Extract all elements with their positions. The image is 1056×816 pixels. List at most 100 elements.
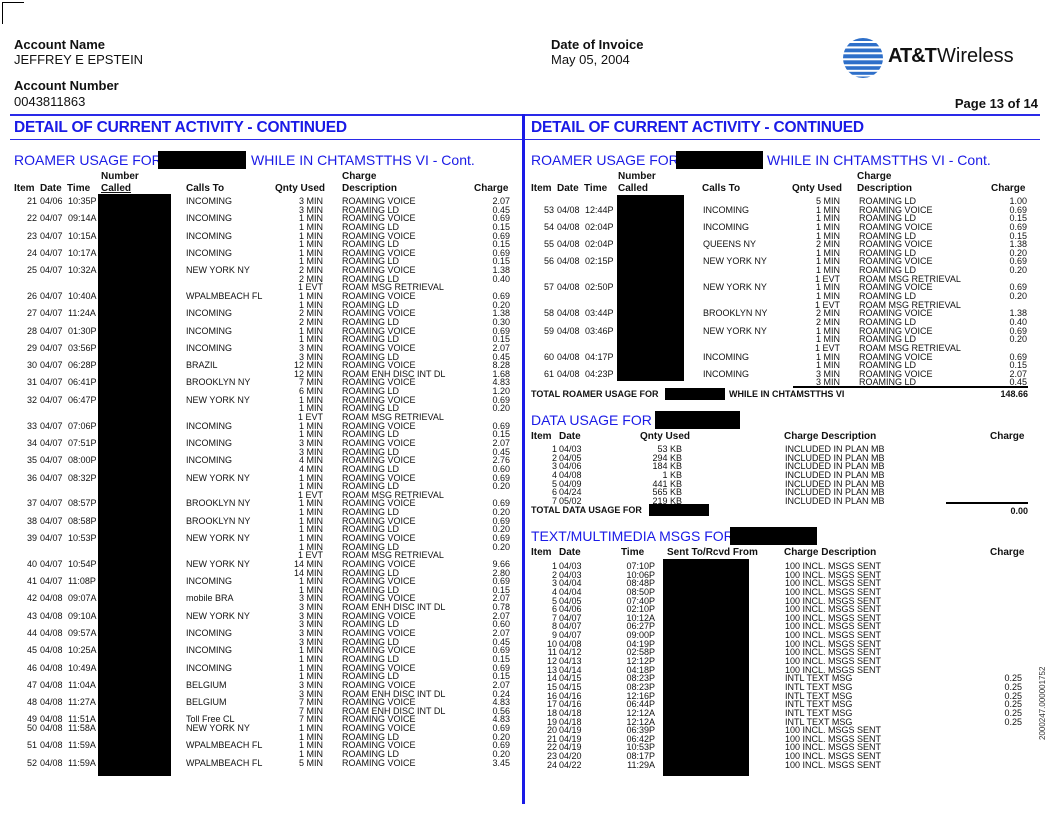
message-date: 04/16 <box>559 699 582 710</box>
att-globe-icon <box>843 38 883 78</box>
charge-description: ROAMING VOICE <box>342 628 416 639</box>
total-rule <box>946 502 1028 504</box>
charge-description: ROAMING VOICE <box>342 740 416 751</box>
item-number: 46 <box>26 662 37 673</box>
message-date: 04/19 <box>559 742 582 753</box>
table-row: 51 04/08 11:59A WPALMBEACH FL 1 MIN ROAMING V… <box>0 741 520 750</box>
charge-description: 100 INCL. MSGS SENT <box>785 656 882 667</box>
calls-to: WPALMBEACH FL <box>186 740 263 751</box>
redaction-box <box>730 527 817 545</box>
item-number: 41 <box>26 576 37 587</box>
quantity-used: 1 EVT <box>814 273 840 284</box>
call-date: 04/07 <box>40 472 63 483</box>
call-date: 04/06 <box>40 196 63 206</box>
table-row: 12 MIN ROAM ENH DISC INT DL 1.68 <box>0 369 520 379</box>
item-number: 57 <box>543 282 554 293</box>
charge-description: ROAMING VOICE <box>342 437 416 448</box>
col-qty: Qnty Used <box>792 183 843 194</box>
charge-amount: 0.45 <box>492 204 510 215</box>
charge-description: INCLUDED IN PLAN MB <box>785 495 885 506</box>
charge-description: 100 INCL. MSGS SENT <box>785 621 882 632</box>
call-date: 04/07 <box>40 265 63 276</box>
message-date: 04/15 <box>559 673 582 684</box>
col-number-bottom: Called <box>618 183 649 194</box>
charge-description: ROAMING LD <box>859 213 917 224</box>
table-row: 1 MIN ROAMING LD 0.20 <box>0 541 520 552</box>
quantity-used: 1 MIN <box>298 221 323 232</box>
col-charge: Charge <box>474 183 509 194</box>
call-time: 11:51A <box>68 714 96 725</box>
table-row: 1 MIN ROAMING LD 0.15 <box>0 586 520 595</box>
charge-description: INCLUDED IN PLAN MB <box>785 461 885 472</box>
table-row: 1 EVT ROAM MSG RETRIEVAL <box>517 344 1037 353</box>
charge-amount: 0.15 <box>1009 360 1027 371</box>
quantity-used: 1 MIN <box>298 256 323 267</box>
quantity-used: 1 MIN <box>815 213 840 224</box>
charge-amount: 1.38 <box>492 308 510 319</box>
table-row: 1 EVT ROAM MSG RETRIEVAL <box>0 551 520 560</box>
charge-description: ROAMING LD <box>342 403 400 414</box>
charge-amount: 2.07 <box>492 437 510 448</box>
charge-amount: 2.80 <box>492 567 510 578</box>
charge-description: ROAMING LD <box>342 541 400 552</box>
item-number: 40 <box>26 558 37 569</box>
crop-mark <box>2 2 24 24</box>
calls-to: NEW YORK NY <box>186 532 250 543</box>
quantity-used: 3 MIN <box>298 351 323 362</box>
account-name: JEFFREY E EPSTEIN <box>14 52 144 67</box>
charge-description: ROAMING LD <box>342 256 400 267</box>
message-date: 04/12 <box>559 647 582 658</box>
message-date: 04/20 <box>559 751 582 762</box>
charge-description: ROAMING VOICE <box>342 679 416 690</box>
calls-to: INCOMING <box>186 645 232 656</box>
table-row: 2 MIN ROAMING LD 0.30 <box>0 318 520 327</box>
charge-description: ROAMING VOICE <box>342 420 416 431</box>
call-time: 06:28P <box>68 360 97 371</box>
col-item: Item <box>531 547 552 558</box>
charge-amount: 0.69 <box>492 230 510 241</box>
charge-amount: 0.20 <box>1009 291 1027 302</box>
call-time: 03:44P <box>585 308 614 319</box>
charge-description: ROAMING VOICE <box>342 394 416 405</box>
quantity-used: 3 MIN <box>298 619 323 630</box>
charge-amount: 0.15 <box>1009 213 1027 224</box>
item-number: 50 <box>26 723 37 734</box>
quantity-used: 3 MIN <box>298 679 323 690</box>
charge-description: INTL TEXT MSG <box>785 690 853 701</box>
roamer-table-left: 21 04/06 10:35P INCOMING 3 MIN ROAMING VOICE 2… <box>0 197 520 767</box>
charge-description: ROAMING VOICE <box>859 221 933 232</box>
charge-description: ROAMING LD <box>342 507 400 518</box>
calls-to: NEW YORK NY <box>186 723 250 734</box>
item-number: 28 <box>26 325 37 336</box>
charge-amount: 0.20 <box>492 403 510 414</box>
call-time: 08:32P <box>68 472 97 483</box>
quantity-used: 7 MIN <box>298 714 323 725</box>
item-number: 47 <box>26 679 37 690</box>
call-time: 10:49A <box>68 662 97 673</box>
redaction-box <box>158 151 246 169</box>
item-number: 29 <box>26 342 37 353</box>
item-number: 21 <box>26 196 37 206</box>
col-charge: Charge <box>991 183 1026 194</box>
call-date: 04/08 <box>40 662 63 673</box>
message-date: 04/08 <box>559 638 582 649</box>
quantity-used: 1 EVT <box>297 550 323 561</box>
charge-description: ROAMING VOICE <box>342 213 416 224</box>
table-row: 43 04/08 09:10A NEW YORK NY 3 MIN ROAMING VOI… <box>0 611 520 621</box>
table-row: 1 MIN ROAMING LD 0.20 <box>0 750 520 759</box>
col-date: Date <box>559 547 581 558</box>
col-date: Date <box>557 183 579 194</box>
message-date: 04/19 <box>559 725 582 736</box>
call-time: 03:46P <box>585 325 614 336</box>
charge-description: ROAM MSG RETRIEVAL <box>342 550 444 561</box>
charge-description: ROAMING LD <box>342 584 400 595</box>
quantity-used: 1 MIN <box>298 731 323 742</box>
quantity-used: 1 MIN <box>298 403 323 414</box>
call-time: 11:27A <box>68 697 96 708</box>
calls-to: NEW YORK NY <box>703 325 767 336</box>
call-time: 06:47P <box>68 394 97 405</box>
quantity-used: 1 MIN <box>298 239 323 250</box>
table-row: 3 MIN ROAM ENH DISC INT DL 0.24 <box>0 689 520 699</box>
item-number: 52 <box>26 757 37 768</box>
table-row: 1 MIN ROAMING LD 0.15 <box>0 430 520 439</box>
